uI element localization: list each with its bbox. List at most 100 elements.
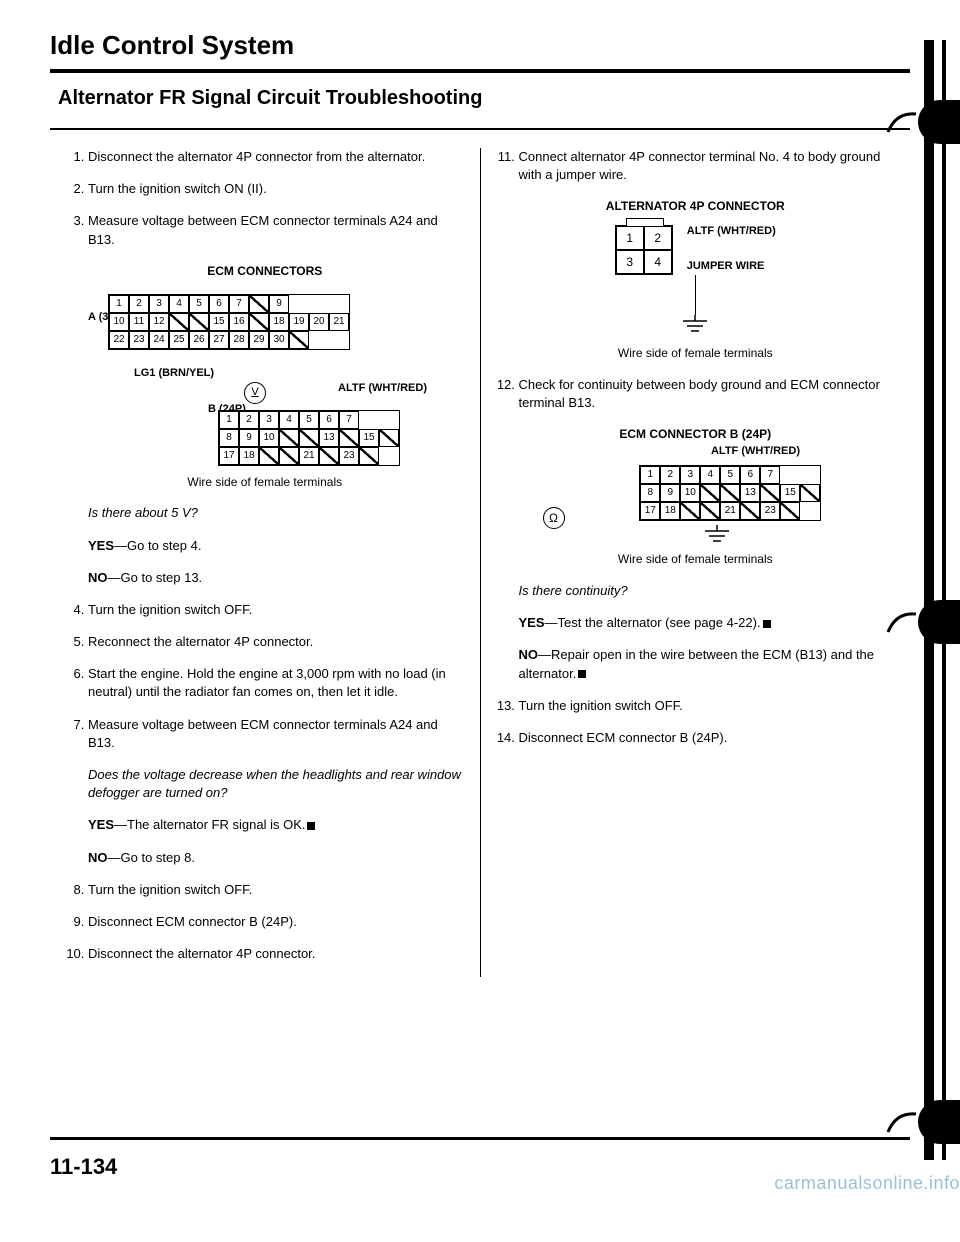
connector-pin (780, 502, 800, 520)
connector-pin (259, 447, 279, 465)
connector-pin: 28 (229, 331, 249, 349)
connector-pin: 4 (700, 466, 720, 484)
connector-pin: 8 (640, 484, 660, 502)
connector-pin (700, 484, 720, 502)
ground-icon-2 (543, 525, 893, 545)
connector-pin: 15 (209, 313, 229, 331)
connector-pin: 1 (640, 466, 660, 484)
connector-pin: 16 (229, 313, 249, 331)
connector-pin (279, 447, 299, 465)
connector-pin (169, 313, 189, 331)
connector-pin: 17 (640, 502, 660, 520)
yes-1: YES—Go to step 4. (88, 537, 462, 555)
connector-pin: 21 (299, 447, 319, 465)
page-number: 11-134 (50, 1154, 117, 1180)
connector-4p-grid: 1234 (615, 225, 673, 275)
connector-pin: 9 (269, 295, 289, 313)
connector-pin: 17 (219, 447, 239, 465)
connector-pin: 2 (239, 411, 259, 429)
connector-pin (249, 313, 269, 331)
connector-pin (760, 484, 780, 502)
left-column: Disconnect the alternator 4P connector f… (50, 148, 481, 977)
step-14: Disconnect ECM connector B (24P). (519, 729, 893, 747)
connector-pin: 15 (780, 484, 800, 502)
connector-pin: 9 (239, 429, 259, 447)
question-1: Is there about 5 V? (88, 504, 462, 522)
connector-pin: 30 (269, 331, 289, 349)
connector-pin: 27 (209, 331, 229, 349)
right-column: Connect alternator 4P connector terminal… (481, 148, 911, 977)
connector-pin (680, 502, 700, 520)
fig1-altf-label: ALTF (WHT/RED) (338, 382, 427, 394)
connector-pin: 10 (680, 484, 700, 502)
section-title: Alternator FR Signal Circuit Troubleshoo… (58, 87, 910, 110)
connector-b24p-grid: 12345678910131517182123 (218, 410, 462, 466)
connector-pin: 4 (644, 250, 672, 274)
connector-pin (299, 429, 319, 447)
connector-pin: 23 (339, 447, 359, 465)
section-rule (50, 128, 910, 130)
connector-pin: 29 (249, 331, 269, 349)
no-2: NO—Go to step 8. (88, 849, 462, 867)
title-rule (50, 69, 910, 73)
connector-pin: 6 (209, 295, 229, 313)
connector-a31p-grid: 1234567910111215161819202122232425262728… (108, 294, 462, 350)
connector-pin: 8 (219, 429, 239, 447)
connector-pin: 20 (309, 313, 329, 331)
connector-pin: 18 (239, 447, 259, 465)
connector-pin: 4 (279, 411, 299, 429)
connector-pin: 21 (329, 313, 349, 331)
connector-pin: 1 (219, 411, 239, 429)
watermark: carmanualsonline.info (774, 1173, 960, 1194)
step-3: Measure voltage between ECM connector te… (88, 212, 462, 248)
connector-b24p-grid-2: 12345678910131517182123 (639, 465, 821, 521)
connector-pin: 19 (289, 313, 309, 331)
connector-pin (359, 447, 379, 465)
fig3-altf-label: ALTF (WHT/RED) (711, 445, 800, 457)
connector-pin (279, 429, 299, 447)
connector-pin: 4 (169, 295, 189, 313)
fig3-caption: Wire side of female terminals (499, 551, 893, 568)
connector-pin: 9 (660, 484, 680, 502)
connector-pin: 5 (299, 411, 319, 429)
connector-pin: 3 (259, 411, 279, 429)
connector-pin (800, 484, 820, 502)
stop-icon (578, 670, 586, 678)
connector-pin: 1 (109, 295, 129, 313)
connector-pin: 6 (740, 466, 760, 484)
connector-pin: 2 (644, 226, 672, 250)
step-9: Disconnect ECM connector B (24P). (88, 913, 462, 931)
connector-pin (740, 502, 760, 520)
alternator-4p-diagram: 1234 ALTF (WHT/RED) JUMPER WIRE (499, 225, 893, 335)
voltmeter-icon: V (244, 382, 266, 404)
step-1: Disconnect the alternator 4P connector f… (88, 148, 462, 166)
connector-pin: 23 (760, 502, 780, 520)
fig1-caption: Wire side of female terminals (68, 474, 462, 491)
step-6: Start the engine. Hold the engine at 3,0… (88, 665, 462, 701)
connector-pin: 3 (680, 466, 700, 484)
connector-pin: 26 (189, 331, 209, 349)
step-10: Disconnect the alternator 4P connector. (88, 945, 462, 963)
connector-pin (249, 295, 269, 313)
connector-pin: 21 (720, 502, 740, 520)
connector-pin (189, 313, 209, 331)
connector-pin: 5 (720, 466, 740, 484)
connector-pin: 3 (616, 250, 644, 274)
bottom-rule (50, 1137, 910, 1140)
connector-pin: 3 (149, 295, 169, 313)
connector-pin: 6 (319, 411, 339, 429)
question-3: Is there continuity? (519, 582, 893, 600)
connector-pin: 24 (149, 331, 169, 349)
connector-pin: 1 (616, 226, 644, 250)
connector-pin: 7 (760, 466, 780, 484)
connector-pin: 25 (169, 331, 189, 349)
yes-2: YES—The alternator FR signal is OK. (88, 816, 462, 834)
connector-pin: 10 (109, 313, 129, 331)
connector-pin: 11 (129, 313, 149, 331)
connector-pin: 13 (740, 484, 760, 502)
fig2-caption: Wire side of female terminals (499, 345, 893, 362)
step-2: Turn the ignition switch ON (II). (88, 180, 462, 198)
connector-pin: 22 (109, 331, 129, 349)
fig3-title: ECM CONNECTOR B (24P) (499, 426, 893, 443)
fig1-lg1-label: LG1 (BRN/YEL) (134, 366, 214, 381)
